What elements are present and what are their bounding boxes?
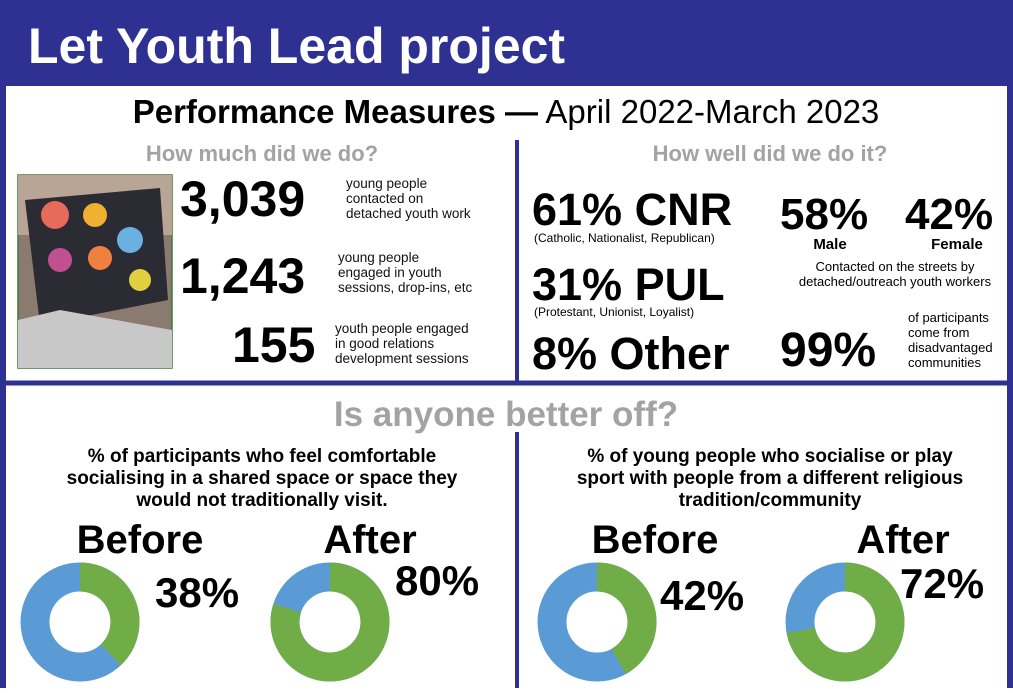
donut-value: 80% <box>395 557 479 604</box>
donut-segment <box>270 562 390 682</box>
donut-label: Before <box>592 518 719 562</box>
stat-text: in good relations <box>335 336 434 351</box>
stat: 8% Other <box>532 328 730 379</box>
question: % of participants who feel comfortable <box>88 446 436 467</box>
stat-text: youth people engaged <box>335 321 469 336</box>
donut-segment <box>596 562 657 675</box>
question: % of young people who socialise or play <box>587 446 953 467</box>
question: tradition/community <box>679 490 862 511</box>
stat: 61% CNR <box>532 184 732 235</box>
stat: 58% <box>780 190 868 239</box>
question: socialising in a shared space or space t… <box>67 468 458 489</box>
section-heading: How well did we do it? <box>653 141 888 166</box>
stat-text: come from <box>908 325 969 340</box>
stat-note: detached/outreach youth workers <box>799 274 992 289</box>
donut-segment <box>786 562 905 682</box>
stat-text: development sessions <box>335 351 469 366</box>
donut-label: Before <box>77 518 204 562</box>
stat: 155 <box>232 317 315 373</box>
donut-value: 42% <box>660 572 744 619</box>
stat: 31% PUL <box>532 259 725 310</box>
stat: 42% <box>905 190 993 239</box>
title: Let Youth Lead project <box>28 18 565 74</box>
subtitle-dates: April 2022-March 2023 <box>545 93 879 130</box>
section-heading: How much did we do? <box>146 141 378 166</box>
donut-segment <box>79 562 140 666</box>
subtitle-bold: Performance Measures — <box>133 93 538 130</box>
stat-text: communities <box>908 355 981 370</box>
stat-label: Female <box>931 236 983 253</box>
stat-text: disadvantaged <box>908 340 993 355</box>
stat-note: (Catholic, Nationalist, Republican) <box>534 231 715 245</box>
stat-note: (Protestant, Unionist, Loyalist) <box>534 305 694 319</box>
stat: 3,039 <box>180 171 305 227</box>
question: would not traditionally visit. <box>135 490 387 511</box>
photo <box>17 174 173 369</box>
stat-text: contacted on <box>346 191 423 206</box>
stat: 1,243 <box>180 248 305 304</box>
section-heading: Is anyone better off? <box>334 395 678 434</box>
stat-text: engaged in youth <box>338 265 442 280</box>
stat-text: sessions, drop-ins, etc <box>338 280 473 295</box>
stat-label: Male <box>813 236 846 253</box>
stat-text: young people <box>346 176 427 191</box>
donut-value: 72% <box>900 560 984 607</box>
donut-label: After <box>856 518 949 562</box>
stat: 99% <box>780 324 876 377</box>
question: sport with people from a different relig… <box>577 468 963 489</box>
donut-value: 38% <box>155 569 239 616</box>
stat-text: of participants <box>908 310 989 325</box>
donut-label: After <box>323 518 416 562</box>
stat-note: Contacted on the streets by <box>816 259 975 274</box>
subtitle: Performance Measures — April 2022-March … <box>133 93 880 130</box>
banner <box>0 0 1013 86</box>
stat-text: detached youth work <box>346 206 471 221</box>
stat-text: young people <box>338 250 419 265</box>
